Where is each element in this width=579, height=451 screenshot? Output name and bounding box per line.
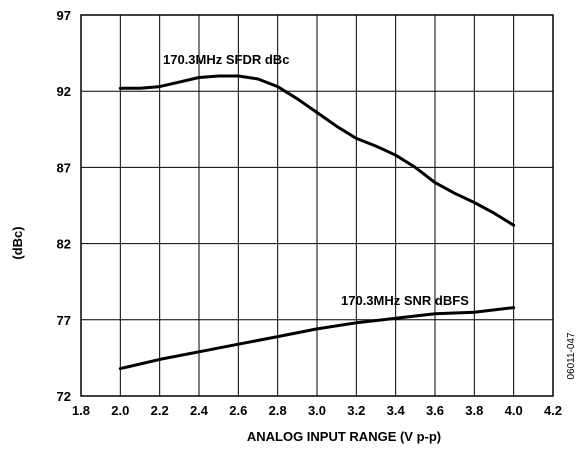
y-tick-label: 97 <box>57 8 71 23</box>
x-tick-label: 2.8 <box>269 403 287 418</box>
series-line-0 <box>118 74 516 227</box>
x-tick-label: 4.0 <box>505 403 523 418</box>
x-tick-label: 3.2 <box>347 403 365 418</box>
x-axis-title: ANALOG INPUT RANGE (V p-p) <box>247 429 441 444</box>
grid-lines <box>81 15 553 396</box>
x-tick-label: 3.0 <box>308 403 326 418</box>
y-tick-labels: 72 77 82 87 92 97 <box>57 8 71 404</box>
x-tick-label: 2.4 <box>190 403 209 418</box>
y-tick-label: 77 <box>57 313 71 328</box>
figure-id: 06011-047 <box>566 332 577 380</box>
x-tick-label: 2.0 <box>111 403 129 418</box>
x-tick-label: 2.6 <box>229 403 247 418</box>
series-lines <box>118 74 516 371</box>
series-line-1 <box>118 306 516 371</box>
y-tick-label: 92 <box>57 84 71 99</box>
x-tick-label: 1.8 <box>72 403 90 418</box>
x-tick-label: 3.6 <box>426 403 444 418</box>
x-tick-label: 3.8 <box>465 403 483 418</box>
series-label-snr: 170.3MHz SNR dBFS <box>341 293 469 308</box>
y-tick-label: 82 <box>57 237 71 252</box>
x-tick-label: 2.2 <box>151 403 169 418</box>
series-label-sfdr: 170.3MHz SFDR dBc <box>163 52 289 67</box>
x-tick-labels: 1.8 2.0 2.2 2.4 2.6 2.8 3.0 3.2 3.4 3.6 3.8 4.0 4.2 <box>72 403 562 418</box>
y-tick-label: 72 <box>57 389 71 404</box>
x-tick-label: 4.2 <box>544 403 562 418</box>
x-tick-label: 3.4 <box>387 403 406 418</box>
plot-frame <box>80 14 554 397</box>
y-axis-title: (dBc) <box>10 226 25 259</box>
y-tick-label: 87 <box>57 160 71 175</box>
